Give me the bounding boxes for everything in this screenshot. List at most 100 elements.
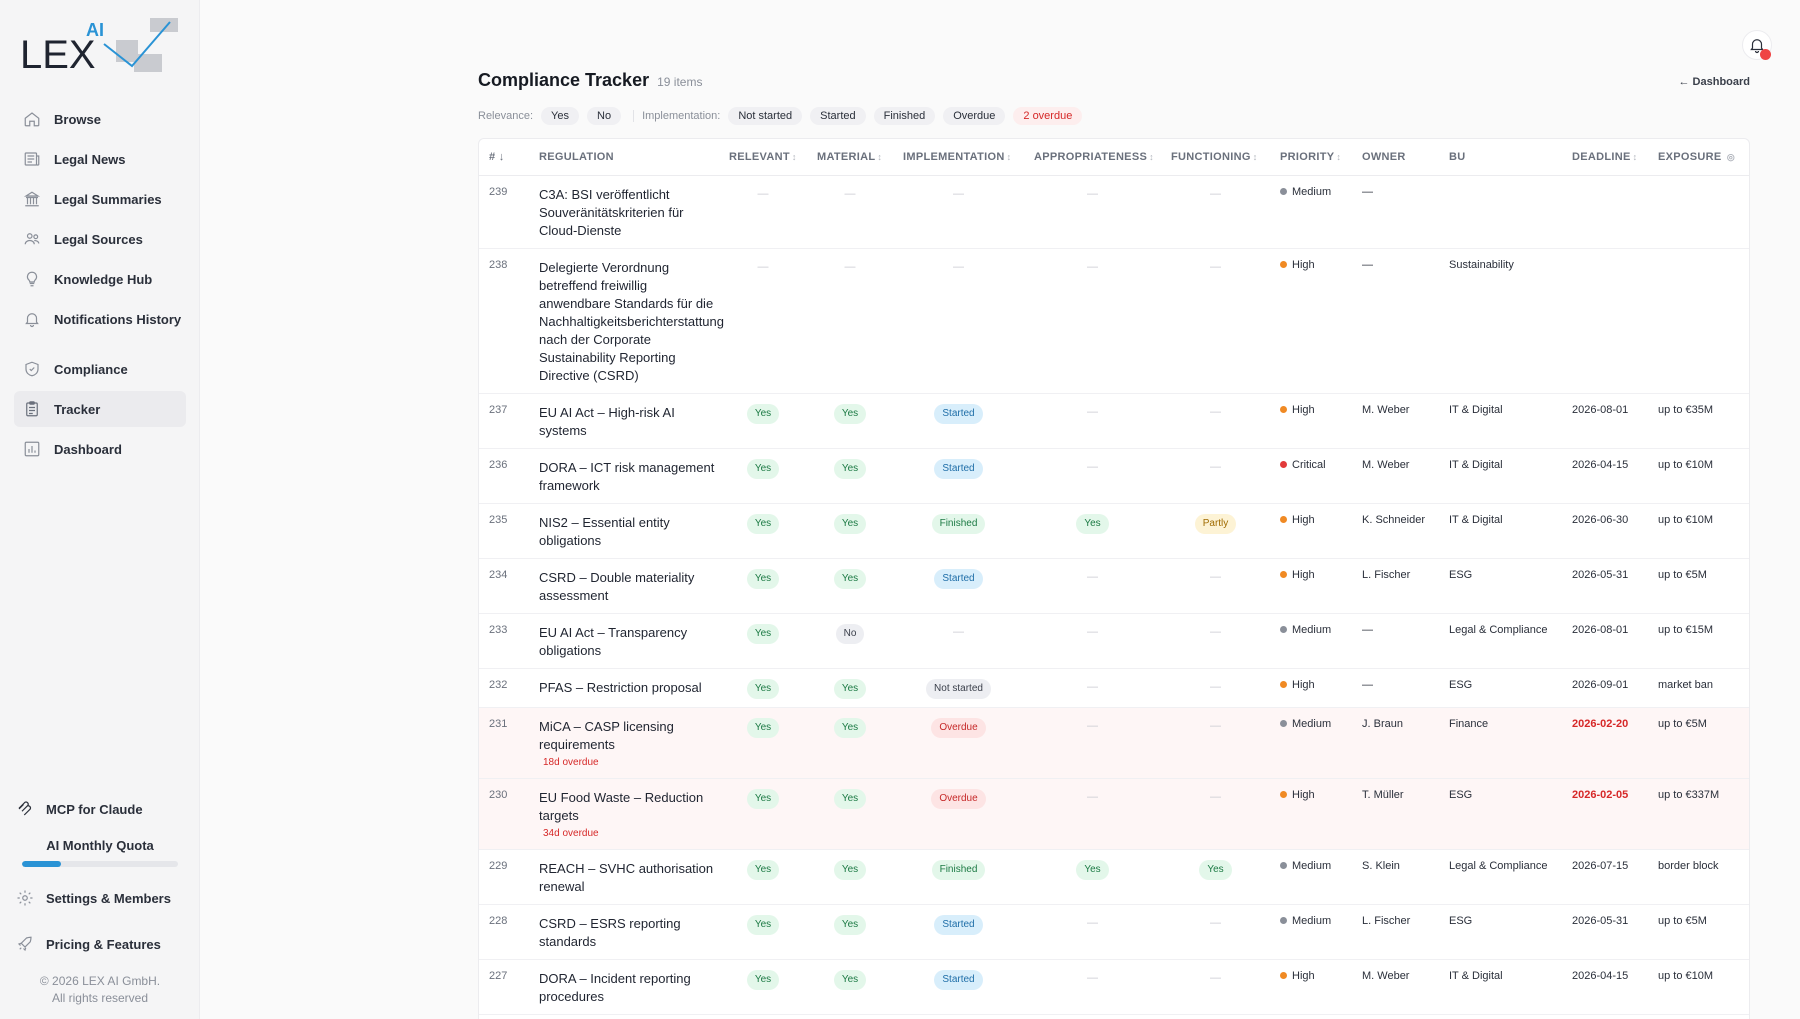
implementation-status-pill[interactable]: Started: [934, 403, 983, 424]
implementation-status-pill[interactable]: Overdue: [931, 788, 986, 809]
regulation-title[interactable]: MiCA – CASP licensing requirements: [539, 718, 674, 752]
relevant-status-pill[interactable]: Yes: [746, 914, 780, 935]
relevant-status-pill[interactable]: Yes: [746, 859, 780, 880]
nav-item-notifications-history[interactable]: Notifications History: [14, 301, 186, 337]
relevant-status-pill[interactable]: Yes: [746, 623, 780, 644]
table-row[interactable]: 231 MiCA – CASP licensing requirements 18d…: [479, 707, 1749, 779]
nav-item-browse[interactable]: Browse: [14, 101, 186, 137]
regulation-title[interactable]: CSRD – ESRS reporting standards: [539, 915, 681, 949]
table-row[interactable]: 228 CSRD – ESRS reporting standards Yes Yes…: [479, 904, 1749, 960]
cell-regulation[interactable]: EU Food Waste – Reduction targets 34d ove…: [529, 778, 719, 850]
cell-regulation[interactable]: C3A: BSI veröffentlicht Souveränitätskri…: [529, 175, 719, 249]
overdue-count-badge[interactable]: 2 overdue: [1013, 107, 1083, 125]
material-status-pill[interactable]: Yes: [833, 568, 867, 589]
table-row[interactable]: 229 REACH – SVHC authorisation renewal Yes…: [479, 849, 1749, 905]
implementation-status-pill[interactable]: Started: [934, 914, 983, 935]
material-status-pill[interactable]: Yes: [833, 788, 867, 809]
col-implementation[interactable]: IMPLEMENTATION ↕: [893, 139, 1024, 176]
nav-item-legal-summaries[interactable]: Legal Summaries: [14, 181, 186, 217]
regulation-title[interactable]: EU Food Waste – Reduction targets: [539, 789, 704, 823]
relevant-status-pill[interactable]: Yes: [746, 458, 780, 479]
implementation-status-pill[interactable]: Finished: [931, 859, 986, 880]
implementation-status-pill[interactable]: Finished: [931, 513, 986, 534]
material-status-pill[interactable]: Yes: [833, 403, 867, 424]
regulation-title[interactable]: C3A: BSI veröffentlicht Souveränitätskri…: [539, 186, 684, 238]
lex-ai-logo[interactable]: LEX AI: [20, 14, 184, 77]
nav-item-dashboard[interactable]: Dashboard: [14, 431, 186, 467]
back-to-dashboard-link[interactable]: ← Dashboard: [1678, 76, 1750, 88]
filter-relevance-no[interactable]: No: [587, 107, 622, 125]
cell-regulation[interactable]: PFAS – Restriction proposal: [529, 668, 719, 708]
col-owner[interactable]: OWNER: [1352, 139, 1439, 176]
cell-regulation[interactable]: NIS2 – Essential entity obligations: [529, 503, 719, 559]
cell-regulation[interactable]: DORA – ICT risk management framework: [529, 448, 719, 504]
cell-regulation[interactable]: MiCA – CASP licensing requirements 18d ov…: [529, 707, 719, 779]
regulation-title[interactable]: EU AI Act – Transparency obligations: [539, 624, 688, 658]
filter-not-started[interactable]: Not started: [728, 107, 803, 125]
col-functioning[interactable]: FUNCTIONING ↕: [1161, 139, 1270, 176]
implementation-status-pill[interactable]: Started: [934, 458, 983, 479]
col-priority[interactable]: PRIORITY ↕: [1270, 139, 1352, 176]
cell-regulation[interactable]: Delegierte Verordnung betreffend freiwil…: [529, 248, 724, 394]
table-row[interactable]: 235 NIS2 – Essential entity obligations Ye…: [479, 503, 1749, 559]
regulation-title[interactable]: CSRD – Double materiality assessment: [539, 569, 695, 603]
filter-relevance-yes[interactable]: Yes: [541, 107, 579, 125]
table-row[interactable]: 238 Delegierte Verordnung betreffend frei…: [479, 248, 1749, 394]
material-status-pill[interactable]: Yes: [833, 458, 867, 479]
table-row[interactable]: 237 EU AI Act – High-risk AI systems Yes Ye…: [479, 393, 1749, 449]
appropriateness-status-pill[interactable]: Yes: [1076, 859, 1109, 880]
nav-item-tracker[interactable]: Tracker: [14, 391, 186, 427]
filter-finished[interactable]: Finished: [873, 107, 936, 125]
regulation-title[interactable]: EU AI Act – High-risk AI systems: [539, 404, 675, 438]
cell-regulation[interactable]: DORA – Incident reporting procedures: [529, 959, 719, 1015]
functioning-status-pill[interactable]: Yes: [1199, 859, 1232, 880]
regulation-title[interactable]: Delegierte Verordnung betreffend freiwil…: [539, 259, 724, 383]
col-num[interactable]: # ↓: [479, 139, 529, 176]
implementation-status-pill[interactable]: Overdue: [931, 717, 986, 738]
mcp-for-claude-link[interactable]: MCP for Claude: [14, 794, 186, 824]
filter-overdue[interactable]: Overdue: [943, 107, 1006, 125]
col-relevant[interactable]: RELEVANT ↕: [719, 139, 807, 176]
settings-members-link[interactable]: Settings & Members: [14, 883, 186, 913]
table-row[interactable]: 230 EU Food Waste – Reduction targets 34d …: [479, 778, 1749, 850]
relevant-status-pill[interactable]: Yes: [746, 717, 780, 738]
implementation-status-pill[interactable]: Started: [934, 568, 983, 589]
notifications-button[interactable]: [1742, 30, 1772, 60]
col-regulation[interactable]: REGULATION: [529, 139, 719, 176]
regulation-title[interactable]: NIS2 – Essential entity obligations: [539, 514, 670, 548]
nav-item-legal-sources[interactable]: Legal Sources: [14, 221, 186, 257]
table-row[interactable]: 232 PFAS – Restriction proposal Yes Yes Not …: [479, 668, 1749, 708]
material-status-pill[interactable]: No: [835, 623, 865, 644]
regulation-title[interactable]: PFAS – Restriction proposal: [539, 679, 702, 695]
material-status-pill[interactable]: Yes: [833, 859, 867, 880]
filter-started[interactable]: Started: [810, 107, 866, 125]
table-row[interactable]: 227 DORA – Incident reporting procedures Y…: [479, 959, 1749, 1015]
relevant-status-pill[interactable]: Yes: [746, 568, 780, 589]
col-material[interactable]: MATERIAL ↕: [807, 139, 893, 176]
table-row[interactable]: 239 C3A: BSI veröffentlicht Souveränitäts…: [479, 175, 1749, 249]
implementation-status-pill[interactable]: Started: [934, 969, 983, 990]
regulation-title[interactable]: DORA – Incident reporting procedures: [539, 970, 691, 1004]
relevant-status-pill[interactable]: Yes: [746, 403, 780, 424]
regulation-title[interactable]: DORA – ICT risk management framework: [539, 459, 715, 493]
relevant-status-pill[interactable]: Yes: [746, 969, 780, 990]
relevant-status-pill[interactable]: Yes: [746, 788, 780, 809]
table-row[interactable]: 236 DORA – ICT risk management framework Y…: [479, 448, 1749, 504]
material-status-pill[interactable]: Yes: [833, 513, 867, 534]
cell-regulation[interactable]: CSRD – Double materiality assessment: [529, 558, 719, 614]
material-status-pill[interactable]: Yes: [833, 914, 867, 935]
table-row[interactable]: 233 EU AI Act – Transparency obligations Y…: [479, 613, 1749, 669]
functioning-status-pill[interactable]: Partly: [1194, 513, 1237, 534]
nav-item-legal-news[interactable]: Legal News: [14, 141, 186, 177]
nav-item-knowledge-hub[interactable]: Knowledge Hub: [14, 261, 186, 297]
col-appropriateness[interactable]: APPROPRIATENESS ↕: [1024, 139, 1161, 176]
cell-regulation[interactable]: EU AI Act – Transparency obligations: [529, 613, 719, 669]
implementation-status-pill[interactable]: Not started: [926, 678, 991, 699]
appropriateness-status-pill[interactable]: Yes: [1076, 513, 1109, 534]
col-exposure[interactable]: EXPOSURE ◎: [1648, 139, 1749, 176]
material-status-pill[interactable]: Yes: [833, 678, 867, 699]
cell-regulation[interactable]: EU AI Act – High-risk AI systems: [529, 393, 719, 449]
col-bu[interactable]: BU: [1439, 139, 1562, 176]
relevant-status-pill[interactable]: Yes: [746, 513, 780, 534]
cell-regulation[interactable]: REACH – SVHC authorisation renewal: [529, 849, 719, 905]
